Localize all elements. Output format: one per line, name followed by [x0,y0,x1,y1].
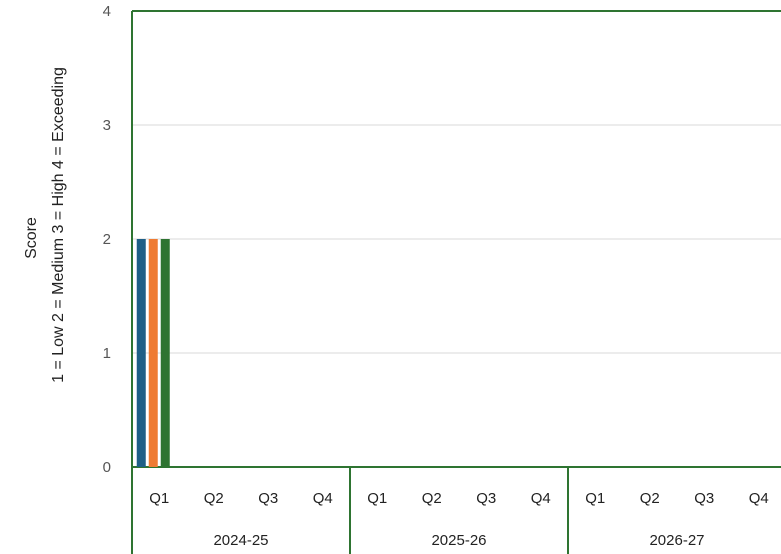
bar [148,239,158,467]
grid-lines [132,124,781,354]
bar [136,239,146,467]
x-group-label: 2024-25 [213,532,268,549]
bar [160,239,170,467]
x-axis-categories: Q1 Q2 Q3 Q4 2024-25 Q1 Q2 Q3 Q4 2025-26 Q1 Q2 Q3 Q4 20… [149,490,769,549]
x-category-label: Q1 [367,490,387,507]
x-category-label: Q2 [422,490,442,507]
bars [136,239,170,467]
x-group-label: 2025-26 [431,532,486,549]
y-axis-label-line2: 1 = Low 2 = Medium 3 = High 4 = Exceedin… [50,67,67,383]
x-category-label: Q1 [149,490,169,507]
y-tick-label: 1 [103,345,111,362]
y-axis-ticks: 0 1 2 3 4 [103,3,111,476]
x-category-label: Q1 [585,490,605,507]
x-category-label: Q4 [749,490,769,507]
x-category-label: Q4 [531,490,551,507]
y-tick-label: 2 [103,231,111,248]
y-tick-label: 4 [103,3,111,20]
y-axis-label-line1: Score [23,217,40,259]
y-tick-label: 3 [103,117,111,134]
x-category-label: Q4 [313,490,333,507]
x-category-label: Q3 [258,490,278,507]
y-tick-label: 0 [103,459,111,476]
x-category-label: Q2 [204,490,224,507]
x-group-label: 2026-27 [649,532,704,549]
x-category-label: Q2 [640,490,660,507]
plot-frame [131,10,781,554]
x-category-label: Q3 [476,490,496,507]
x-category-label: Q3 [694,490,714,507]
